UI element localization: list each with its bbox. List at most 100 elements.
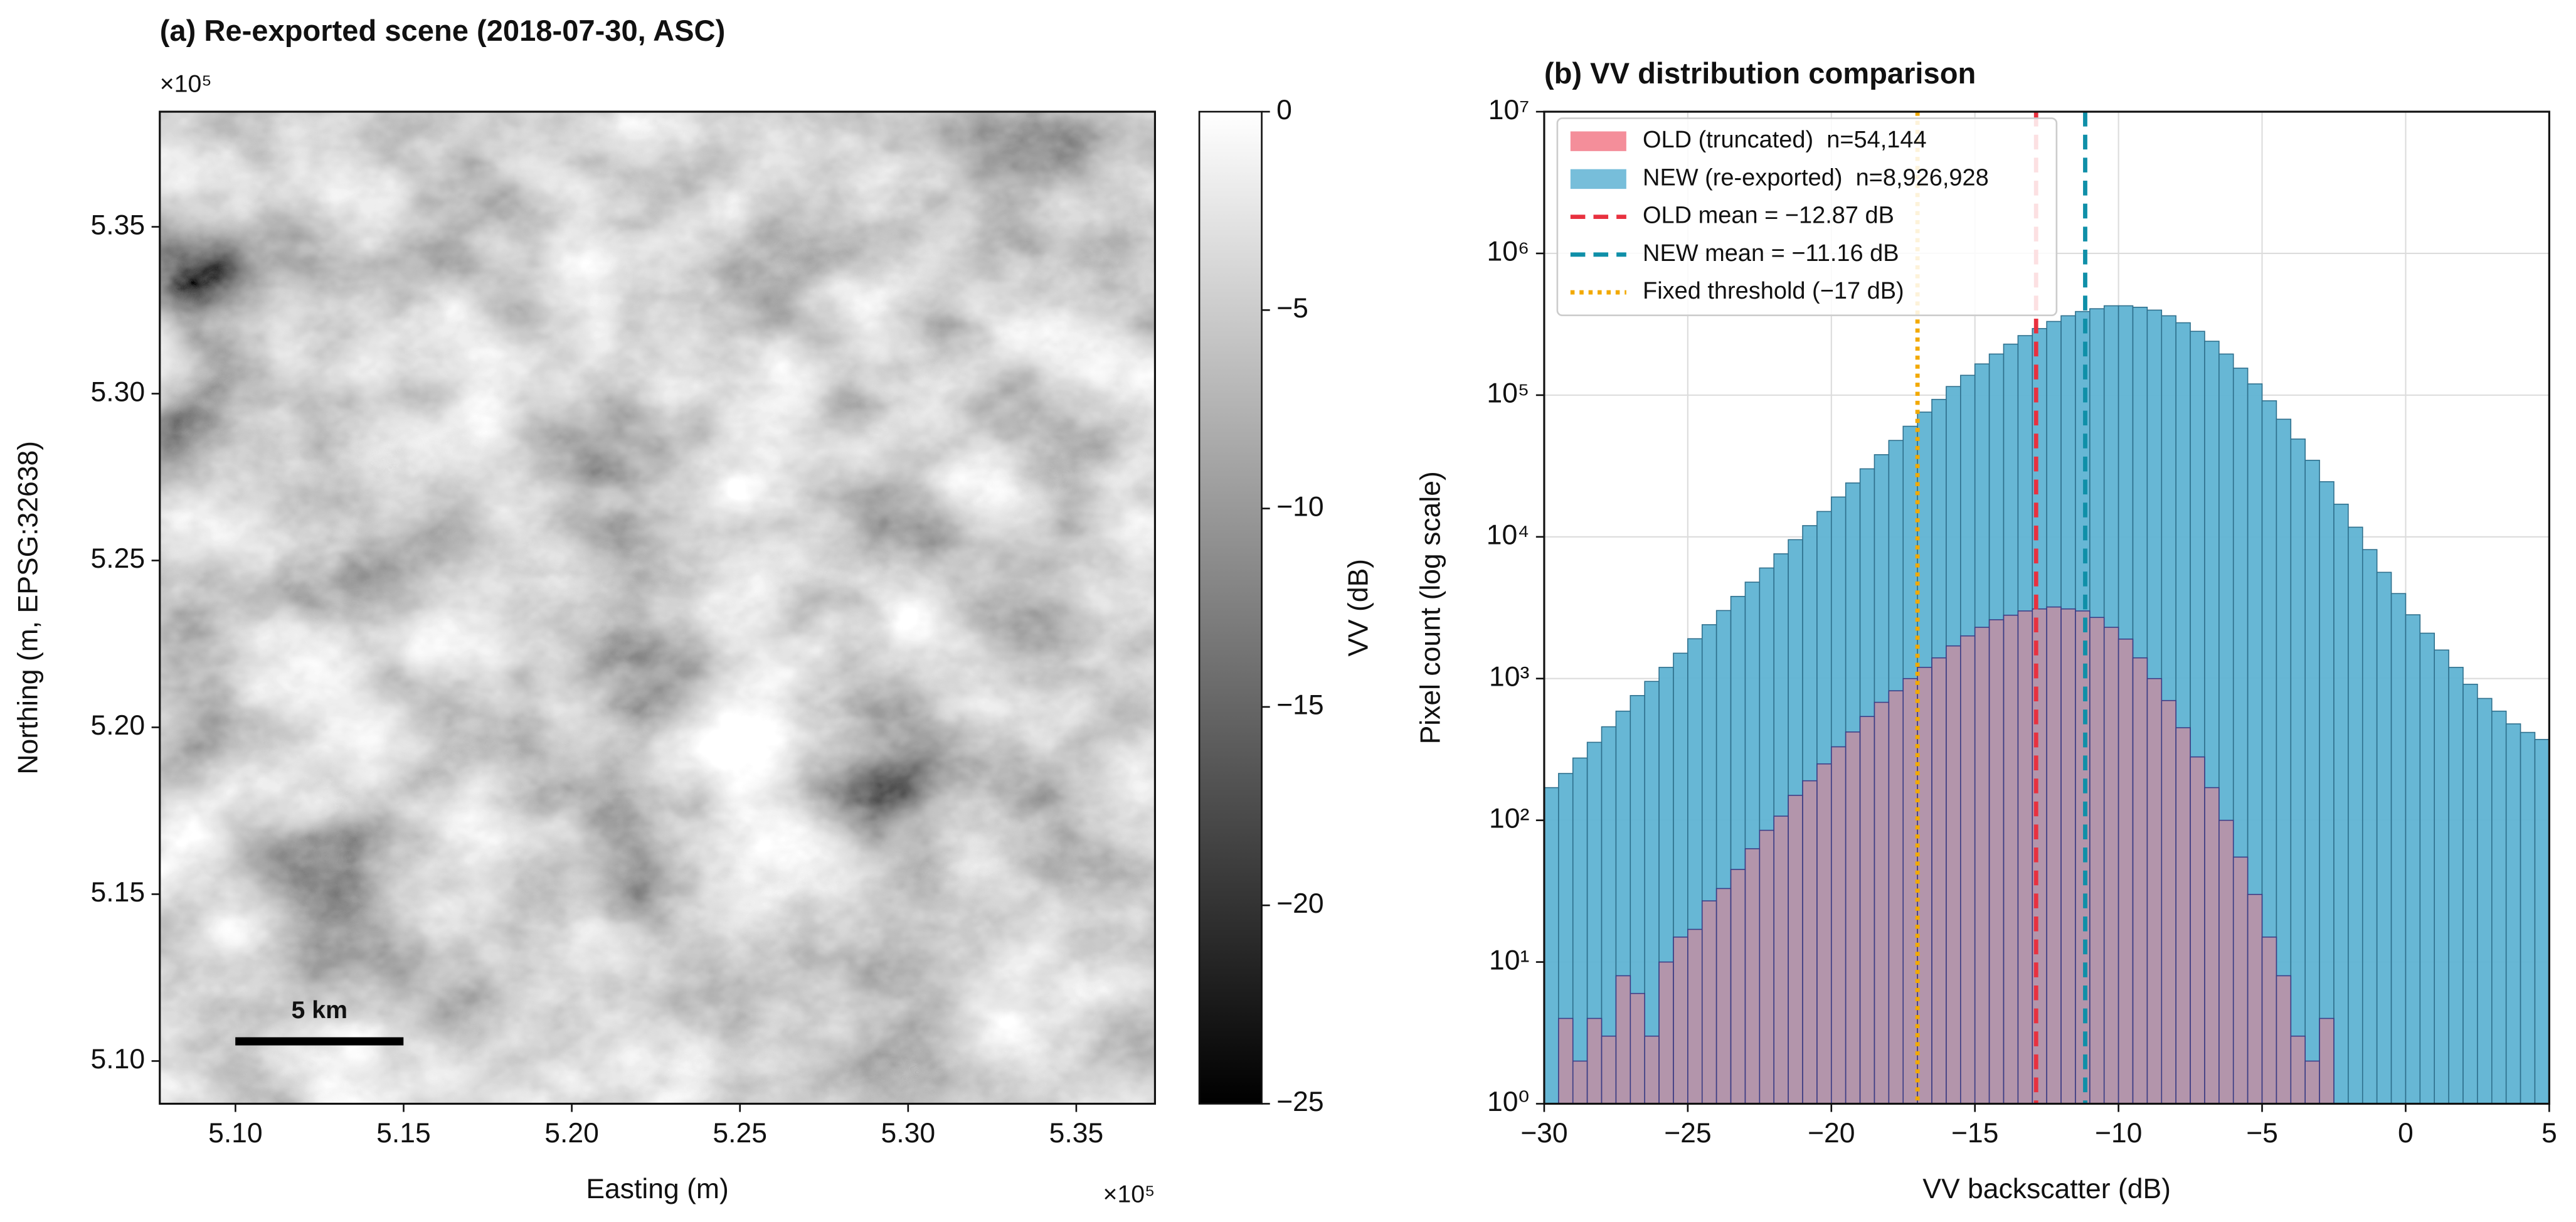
legend-label: NEW mean = −11.16 dB [1643, 240, 1899, 267]
histogram-bar [2477, 698, 2493, 1105]
histogram-bar [1974, 627, 1990, 1105]
y-tick-label: 5.15 [91, 877, 146, 908]
y-tick-label: 10⁰ [1487, 1087, 1529, 1117]
colorbar [1198, 110, 1263, 1105]
histogram-bar [2491, 710, 2507, 1105]
y-axis-label: Northing (m, EPSG:32638) [13, 441, 44, 775]
histogram-bar [1830, 746, 1847, 1105]
histogram-bar [1544, 787, 1559, 1105]
histogram-bar [1673, 936, 1688, 1105]
histogram-bar [2175, 727, 2191, 1105]
histogram-bar [1773, 816, 1789, 1105]
histogram-bar [1715, 888, 1732, 1105]
histogram-bar [2419, 632, 2435, 1105]
histogram-bar [2319, 1017, 2335, 1105]
y-tick-label: 5.10 [91, 1044, 146, 1075]
histogram-bar [1917, 667, 1932, 1105]
x-tick-label: 5.30 [881, 1118, 936, 1149]
x-offset-label: ×10⁵ [1103, 1180, 1155, 1208]
histogram-bar [2534, 738, 2550, 1105]
histogram-bar [1788, 795, 1803, 1105]
histogram-bar [1759, 829, 1774, 1105]
histogram-bar [2304, 1060, 2320, 1105]
histogram-bar [1874, 701, 1890, 1105]
histogram-bar [2434, 649, 2449, 1105]
histogram-bar [1558, 1017, 1574, 1105]
x-axis-label: VV backscatter (dB) [1922, 1174, 2171, 1204]
histogram-bar [1687, 928, 1703, 1105]
y-axis-label: Pixel count (log scale) [1416, 471, 1446, 744]
y-offset-label: ×10⁵ [160, 70, 212, 98]
histogram-bar [1960, 635, 1976, 1105]
histogram-bar [2390, 593, 2407, 1105]
colorbar-tick-label: −15 [1276, 690, 1324, 721]
histogram-bar [1902, 677, 1918, 1105]
axes-frame [1543, 110, 2550, 1105]
legend-label: NEW (re-exported) n=8,926,928 [1643, 164, 1989, 191]
legend-swatch [1570, 131, 1626, 151]
x-tick-label: −30 [1520, 1118, 1568, 1149]
y-tick-label: 10⁷ [1488, 95, 1530, 125]
y-tick-label: 5.35 [91, 210, 146, 240]
histogram-bar [2319, 481, 2335, 1105]
legend-swatch [1570, 169, 1626, 189]
legend-label: OLD (truncated) n=54,144 [1643, 127, 1927, 153]
histogram-bar [2304, 459, 2320, 1105]
x-tick-label: 0 [2398, 1118, 2414, 1149]
histogram-bar [2204, 787, 2220, 1105]
histogram-bar [2161, 699, 2176, 1105]
colorbar-tick-label: −5 [1276, 293, 1308, 324]
histogram-bar [2405, 614, 2421, 1105]
histogram-bar [2218, 819, 2234, 1105]
histogram-bar [1816, 763, 1832, 1105]
histogram-bar [2190, 756, 2205, 1105]
histogram-bar [1572, 757, 1588, 1105]
histogram-bar [1859, 716, 1875, 1105]
x-tick-label: 5.25 [713, 1118, 767, 1149]
colorbar-tick-label: −10 [1276, 491, 1324, 522]
histogram-bar [2261, 936, 2277, 1105]
scale-bar-label: 5 km [291, 996, 347, 1024]
histogram-bar [2361, 549, 2378, 1105]
x-tick-label: 5 [2542, 1118, 2557, 1149]
histogram-bar [2075, 610, 2091, 1105]
axes-frame [159, 110, 1156, 1105]
histogram-bar [2333, 503, 2349, 1105]
histogram-bar [2103, 627, 2119, 1105]
colorbar-tick-label: 0 [1276, 95, 1292, 125]
histogram-bar [1658, 961, 1674, 1105]
panel-title: (a) Re-exported scene (2018-07-30, ASC) [160, 14, 726, 47]
x-tick-label: −10 [2095, 1118, 2143, 1149]
histogram-bar [1988, 619, 2005, 1105]
y-tick-label: 10² [1489, 803, 1529, 834]
histogram-bar [1701, 900, 1717, 1105]
histogram-bar [1586, 1017, 1603, 1105]
histogram-bar [1644, 1035, 1660, 1105]
y-tick-label: 5.25 [91, 543, 146, 574]
colorbar-label: VV (dB) [1343, 559, 1374, 657]
sar-image [159, 112, 1155, 1104]
x-tick-label: −20 [1808, 1118, 1855, 1149]
histogram-bar [1601, 1035, 1617, 1105]
histogram-bar [1888, 690, 1904, 1105]
x-tick-label: −25 [1664, 1118, 1711, 1149]
histogram-bar [2232, 856, 2249, 1105]
legend-label: OLD mean = −12.87 dB [1643, 203, 1894, 229]
histogram-bar [2505, 723, 2521, 1105]
histogram-bar [1615, 975, 1631, 1105]
histogram-bar [2247, 893, 2263, 1105]
x-axis-label: Easting (m) [586, 1174, 729, 1204]
panel-title: (b) VV distribution comparison [1544, 56, 1976, 90]
histogram-bar [1730, 869, 1746, 1105]
histogram-bar [2376, 571, 2392, 1105]
histogram-bar [2132, 657, 2148, 1105]
histogram-bar [2089, 617, 2105, 1105]
histogram-bar [2462, 683, 2478, 1105]
y-tick-label: 10³ [1489, 661, 1529, 692]
histogram-bar [2348, 526, 2363, 1105]
y-tick-label: 10⁵ [1487, 378, 1529, 409]
histogram-bar [1572, 1060, 1588, 1105]
histogram-bar [1845, 731, 1861, 1105]
histogram-bar [1802, 780, 1818, 1105]
